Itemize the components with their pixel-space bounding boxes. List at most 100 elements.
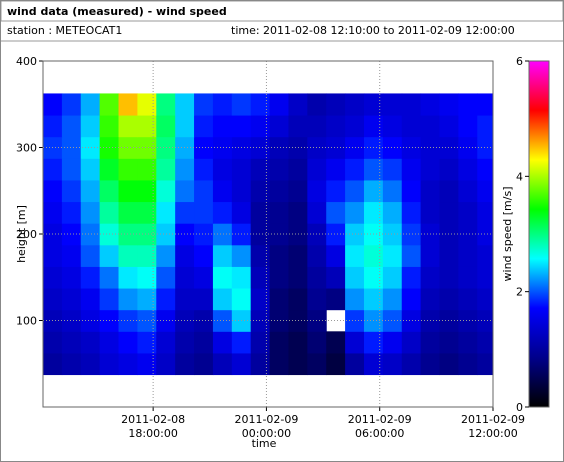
heatmap-cell [99,331,120,354]
heatmap-cell [288,201,308,224]
heatmap-cell [439,158,459,181]
colorbar-label: wind speed [m/s] [501,187,514,282]
heatmap-cell [231,244,252,267]
heatmap-cell [99,201,120,224]
heatmap-cell [458,352,478,376]
heatmap-cell [156,309,176,332]
heatmap-cell [307,223,327,246]
heatmap-cell [118,288,138,311]
heatmap-cell [269,115,289,138]
heatmap-cell [363,288,384,311]
heatmap-cell [80,244,101,267]
heatmap-cell [401,331,422,354]
heatmap-cell [212,136,233,159]
y-tick-label: 400 [16,55,37,68]
heatmap-cell [439,244,459,267]
heatmap-cell [137,158,157,181]
heatmap-cell [250,331,271,354]
heatmap-cell [439,93,459,116]
heatmap-cell [420,244,441,267]
heatmap-cell [477,352,493,376]
heatmap-cell [118,136,138,159]
heatmap-cell [326,136,346,159]
heatmap-cell [194,136,214,159]
colorbar-tick-label: 2 [516,286,523,299]
heatmap-cell [156,201,176,224]
heatmap-cell [326,288,346,311]
x-tick-label: 2011-02-09 [461,413,525,426]
heatmap-cell [401,115,422,138]
heatmap-cell [80,352,101,376]
heatmap-cell [212,201,233,224]
heatmap-cell [250,201,271,224]
heatmap-cell [118,352,138,376]
heatmap-cell [345,158,365,181]
heatmap-cell [80,331,101,354]
heatmap-cell [326,93,346,116]
heatmap-cell [118,179,138,203]
heatmap-cell [345,352,365,376]
heatmap-cell [401,223,422,246]
heatmap-cell [401,158,422,181]
heatmap-cell [80,266,101,289]
heatmap-cell [61,266,82,289]
heatmap-cell [307,201,327,224]
heatmap-cell [194,158,214,181]
heatmap-cell [288,288,308,311]
heatmap-cell [382,179,403,203]
heatmap-cell [43,288,63,311]
heatmap-cell [363,331,384,354]
heatmap-cell [363,158,384,181]
heatmap-cell [212,179,233,203]
heatmap-cell [269,223,289,246]
heatmap-cell [382,136,403,159]
heatmap-cell [156,179,176,203]
heatmap-cell [118,158,138,181]
heatmap-cell [326,266,346,289]
heatmap-cell [137,352,157,376]
heatmap-cell [307,93,327,116]
y-axis-label: height [m] [15,205,28,263]
heatmap-cell [326,223,346,246]
heatmap-cell [118,331,138,354]
heatmap-cell [420,179,441,203]
heatmap-cell [212,158,233,181]
heatmap-cell [288,179,308,203]
heatmap-cell [118,223,138,246]
heatmap-cell [382,309,403,332]
heatmap-cell [420,93,441,116]
heatmap-cell [326,244,346,267]
heatmap-cell [194,179,214,203]
heatmap-cell [137,266,157,289]
heatmap-cell [250,244,271,267]
heatmap-cell [156,93,176,116]
station: station : METEOCAT1 [7,24,122,37]
heatmap-cell [43,158,63,181]
heatmap-cell [269,352,289,376]
heatmap-cell [363,93,384,116]
heatmap-cell [363,244,384,267]
heatmap-cell [477,244,493,267]
heatmap-cell [194,352,214,376]
heatmap-cell [137,179,157,203]
heatmap-cell [137,201,157,224]
heatmap-cell [99,179,120,203]
heatmap-cell [345,93,365,116]
heatmap-cell [477,158,493,181]
heatmap-cell [137,136,157,159]
heatmap-cell [439,331,459,354]
x-tick-label: 2011-02-09 [234,413,298,426]
heatmap-cell [458,288,478,311]
heatmap-cell [156,223,176,246]
heatmap-cell [326,158,346,181]
heatmap-cell [80,158,101,181]
heatmap-cell [458,331,478,354]
heatmap-cell [194,244,214,267]
heatmap-cell [80,179,101,203]
heatmap-cell [43,179,63,203]
heatmap-cell [175,331,195,354]
heatmap-cell [175,179,195,203]
period: time: 2011-02-08 12:10:00 to 2011-02-09 … [231,24,515,37]
